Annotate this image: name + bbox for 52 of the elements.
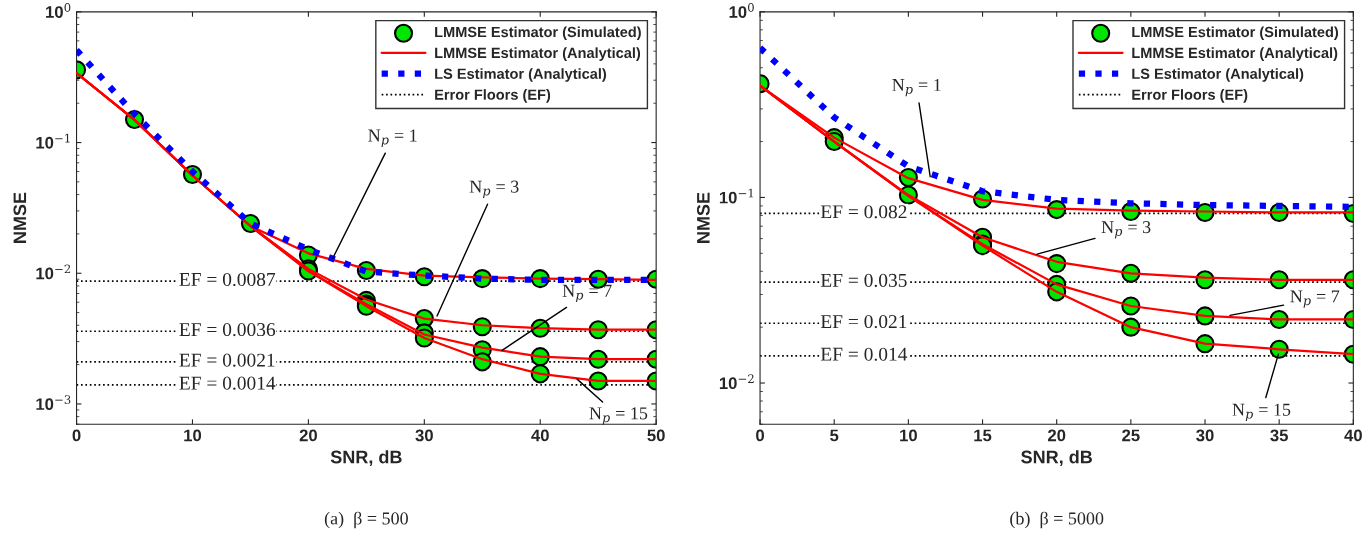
annotation: EF = 0.021: [820, 314, 907, 329]
legend-label: LMMSE Estimator (Analytical): [435, 47, 641, 61]
annotation: EF = 0.082: [820, 205, 907, 219]
x-tick-label: 0: [72, 429, 81, 442]
x-tick-label: 40: [1344, 429, 1362, 442]
legend-label: Error Floors (EF): [1132, 89, 1248, 103]
legend-label: LMMSE Estimator (Simulated): [1132, 26, 1339, 41]
x-tick-label: 0: [756, 429, 764, 442]
annotation: EF = 0.035: [820, 273, 907, 287]
x-tick-label: 40: [531, 429, 549, 442]
x-tick-label: 30: [415, 429, 433, 442]
y-tick-label: 10$^{−1}$: [719, 188, 754, 204]
annotation: EF = 0.014: [820, 347, 908, 361]
annotation: EF = 0.0021: [179, 353, 275, 367]
x-tick-label: 15: [974, 429, 992, 442]
annotation: N$_{p}$ = 7: [1290, 290, 1340, 308]
y-tick-label: 10$^{−2}$: [719, 374, 754, 390]
legend-label: LS Estimator (Analytical): [1132, 68, 1304, 82]
x-tick-label: 50: [647, 429, 665, 442]
x-axis-title: SNR, dB: [330, 450, 402, 467]
x-tick-label: 35: [1270, 429, 1288, 442]
x-tick-label: 25: [1122, 429, 1140, 442]
annotation: N$_{p}$ = 7: [562, 284, 612, 303]
annotation: N$_{p}$ = 3: [469, 180, 519, 198]
x-tick-label: 10: [900, 429, 917, 442]
annotation: EF = 0.0087: [179, 272, 276, 287]
annotation: N$_{p}$ = 3: [1101, 221, 1151, 239]
x-axis-title: SNR, dB: [1021, 450, 1092, 467]
annotation: N$_{p}$ = 15: [1232, 403, 1291, 422]
y-axis-title: NMSE: [696, 192, 710, 243]
x-tick-label: 5: [830, 429, 839, 442]
x-tick-label: 20: [1048, 429, 1066, 442]
legend-label: Error Floors (EF): [435, 89, 551, 103]
y-tick-label: 10$^{−3}$: [36, 395, 71, 411]
text: (b) β = 5000: [1010, 511, 1104, 529]
y-axis-title: NMSE: [13, 192, 27, 243]
y-tick-label: 10$^{0}$: [46, 3, 71, 18]
legend-label: LMMSE Estimator (Analytical): [1132, 47, 1338, 61]
legend-label: LS Estimator (Analytical): [435, 68, 607, 82]
annotation: N$_{p}$ = 15: [589, 407, 648, 425]
text: (a) β = 500: [324, 511, 408, 529]
legend-label: LMMSE Estimator (Simulated): [435, 26, 641, 41]
annotation: EF = 0.0014: [179, 376, 276, 390]
y-tick-label: 10$^{−2}$: [36, 264, 71, 280]
annotation: EF = 0.0036: [179, 322, 276, 337]
annotation: N$_{p}$ = 1: [368, 129, 417, 147]
annotation: N$_{p}$ = 1: [892, 78, 941, 97]
y-tick-label: 10$^{0}$: [729, 3, 754, 18]
x-tick-label: 20: [299, 429, 317, 442]
y-tick-label: 10$^{−1}$: [36, 133, 70, 149]
x-tick-label: 30: [1196, 429, 1214, 442]
x-tick-label: 10: [184, 429, 202, 442]
